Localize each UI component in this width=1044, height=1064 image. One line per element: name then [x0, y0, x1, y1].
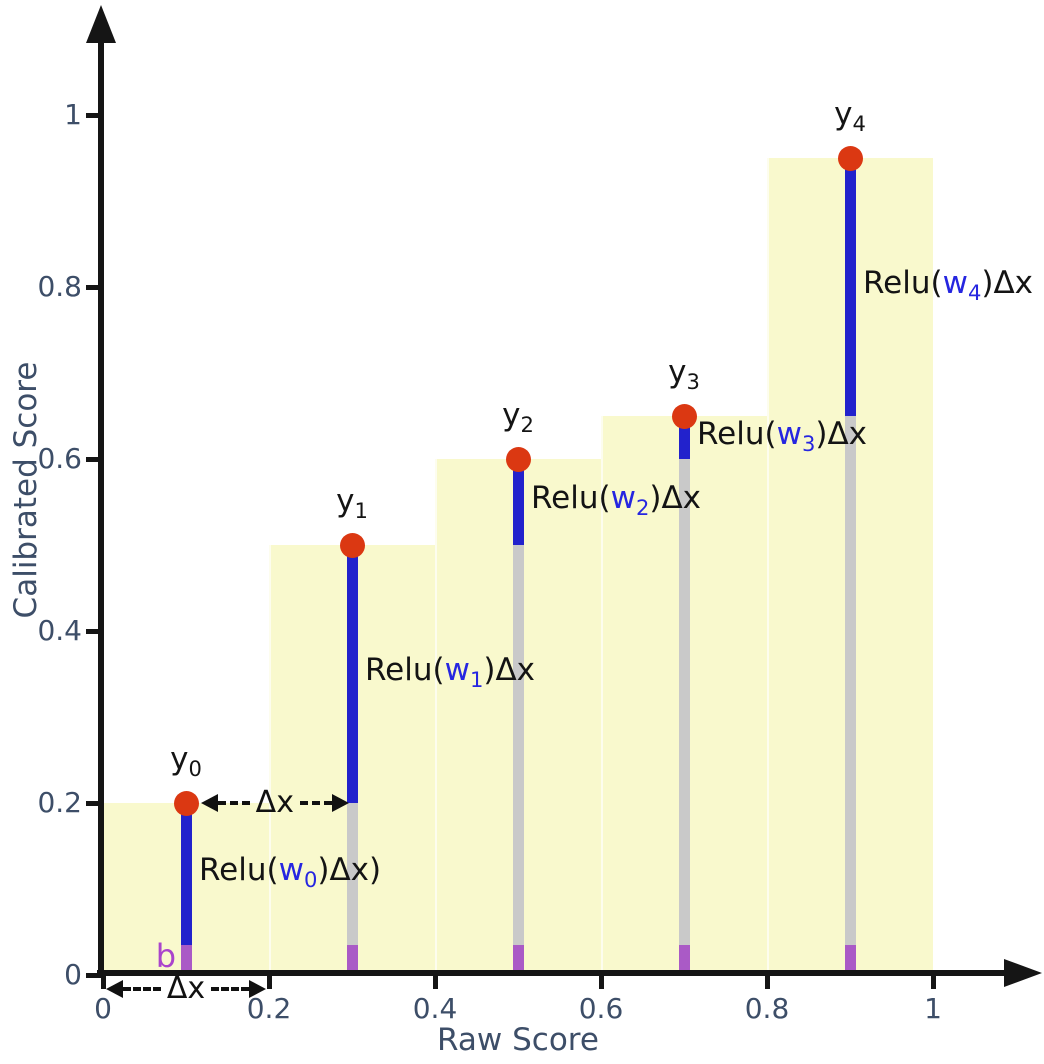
- point-label: y0: [170, 741, 202, 782]
- x-tick-label: 0.4: [412, 992, 458, 1025]
- dx-arrowhead-left-icon: [106, 979, 124, 998]
- relu-segment: [678, 420, 690, 459]
- x-tick: [764, 976, 770, 989]
- point-label: y4: [834, 96, 866, 137]
- y-tick-label: 0.6: [37, 442, 82, 475]
- y-tick: [86, 800, 100, 806]
- carry-segment: [844, 416, 856, 945]
- dashed-line: [211, 986, 249, 991]
- weight-symbol: w2: [610, 480, 650, 521]
- relu-segment: [346, 549, 358, 803]
- relu-segment: [180, 807, 192, 945]
- x-tick-label: 0: [94, 992, 112, 1025]
- y-tick-label: 0: [64, 958, 82, 991]
- bias-label: b: [155, 937, 176, 975]
- dx-arrow-label: Δx: [255, 785, 294, 820]
- x-tick: [100, 976, 106, 989]
- y-tick-label: 0.2: [37, 786, 82, 819]
- weight-symbol: w1: [444, 652, 484, 693]
- x-tick: [432, 976, 438, 989]
- dx-arrow: Δx: [106, 970, 266, 1006]
- x-axis-line: [97, 970, 1008, 976]
- relu-label: Relu(w3)Δx: [697, 415, 868, 456]
- x-axis-arrowhead-icon: [1004, 959, 1042, 987]
- y-axis-line: [98, 32, 104, 978]
- point-label: y1: [336, 483, 368, 524]
- y-tick-label: 0.8: [37, 270, 82, 303]
- point-label: y2: [502, 397, 534, 438]
- carry-segment: [346, 803, 358, 945]
- data-point: [173, 790, 199, 816]
- dashed-line: [217, 801, 250, 805]
- data-point: [671, 403, 697, 429]
- x-axis-title: Raw Score: [437, 1022, 599, 1058]
- y-axis-arrowhead-icon: [86, 5, 116, 43]
- relu-segment: [512, 463, 524, 545]
- x-tick-label: 1: [924, 992, 942, 1025]
- y-tick-label: 1: [64, 98, 82, 131]
- y-tick: [86, 112, 100, 118]
- weight-symbol: w3: [776, 415, 816, 456]
- relu-label: Relu(w1)Δx: [365, 652, 536, 693]
- y-tick-label: 0.4: [37, 614, 82, 647]
- x-tick: [930, 976, 936, 989]
- bias-segment: [678, 944, 690, 972]
- x-tick: [598, 976, 604, 989]
- y-tick: [86, 972, 100, 978]
- dx-arrow: Δx: [200, 785, 349, 820]
- y-tick: [86, 284, 100, 290]
- data-point: [837, 145, 863, 171]
- relu-label: Relu(w2)Δx: [531, 480, 702, 521]
- dashed-line: [299, 801, 332, 805]
- dashed-line: [123, 986, 161, 991]
- y-axis-title: Calibrated Score: [8, 361, 44, 619]
- dx-arrow-label: Δx: [166, 970, 206, 1006]
- point-label: y3: [668, 354, 700, 395]
- y-tick: [86, 628, 100, 634]
- relu-segment: [844, 162, 856, 416]
- x-tick: [266, 976, 272, 989]
- x-tick-label: 0.6: [578, 992, 624, 1025]
- data-point: [505, 446, 531, 472]
- relu-label: Relu(w4)Δx: [863, 265, 1034, 306]
- bias-segment: [346, 944, 358, 972]
- dx-arrowhead-right-icon: [331, 794, 349, 812]
- x-tick-label: 0.8: [744, 992, 790, 1025]
- dx-arrowhead-left-icon: [200, 794, 218, 812]
- bias-segment: [512, 944, 524, 972]
- bias-segment: [180, 944, 192, 972]
- data-point: [339, 532, 365, 558]
- dx-arrowhead-right-icon: [248, 979, 266, 998]
- relu-label: Relu(w0)Δx): [199, 851, 382, 893]
- bias-segment: [844, 944, 856, 972]
- y-tick: [86, 456, 100, 462]
- carry-segment: [678, 459, 690, 945]
- weight-symbol: w0: [278, 851, 318, 893]
- carry-segment: [512, 545, 524, 945]
- weight-symbol: w4: [942, 265, 982, 306]
